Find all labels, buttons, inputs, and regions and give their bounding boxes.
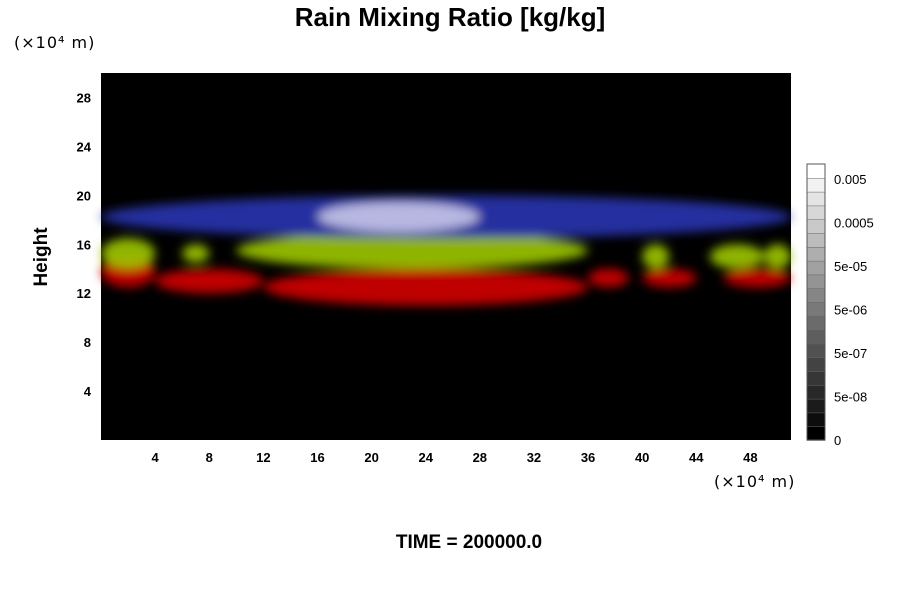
colorbar-step — [806, 301, 826, 317]
chart-title: Rain Mixing Ratio [kg/kg] — [294, 2, 606, 32]
x-tick-label: 24 — [418, 450, 433, 465]
y-tick-label: 16 — [77, 237, 91, 252]
y-tick-label: 20 — [77, 188, 91, 203]
x-axis-unit: (×10⁴ m) — [714, 472, 796, 491]
colorbar-step — [806, 287, 826, 303]
heatmap-region-yellow-green — [182, 244, 210, 263]
colorbar-step — [806, 356, 826, 372]
colorbar-step — [806, 232, 826, 248]
colorbar-step — [806, 425, 826, 441]
y-axis-ticks: 4 8 12 16 20 24 28 — [77, 90, 92, 399]
x-tick-label: 44 — [689, 450, 704, 465]
colorbar-step — [806, 412, 826, 427]
colorbar-step — [806, 191, 826, 207]
colorbar-label: 5e-07 — [834, 346, 867, 361]
colorbar-step — [806, 218, 826, 234]
x-tick-label: 32 — [527, 450, 541, 465]
colorbar-step — [806, 246, 826, 262]
heatmap-region-yellow-green — [101, 238, 156, 269]
colorbar-step — [806, 177, 826, 193]
x-axis-ticks: 4 8 12 16 20 24 28 32 36 40 44 48 — [152, 450, 758, 465]
colorbar-step — [806, 163, 826, 179]
x-tick-label: 12 — [256, 450, 270, 465]
heatmap-region-yellow-green — [642, 244, 670, 269]
time-annotation: TIME = 200000.0 — [395, 532, 543, 553]
y-axis-unit: (×10⁴ m) — [14, 33, 96, 52]
x-tick-label: 20 — [364, 450, 378, 465]
colorbar-label: 0.005 — [834, 172, 867, 187]
heatmap-region-red — [642, 268, 697, 288]
x-tick-label: 40 — [635, 450, 649, 465]
x-tick-label: 8 — [206, 450, 213, 465]
colorbar: 0.005 0.0005 5e-05 5e-06 5e-07 5e-08 0 — [806, 163, 874, 448]
colorbar-step — [806, 370, 826, 386]
colorbar-step — [806, 329, 826, 345]
y-tick-label: 8 — [84, 335, 91, 350]
colorbar-step — [806, 274, 826, 289]
heatmap-region-yellow-green — [236, 232, 589, 269]
heatmap-region-yellow-green — [763, 244, 791, 269]
colorbar-label: 0.0005 — [834, 216, 874, 231]
x-tick-label: 16 — [310, 450, 324, 465]
colorbar-label: 5e-05 — [834, 259, 867, 274]
colorbar-frame — [806, 163, 826, 441]
heatmap-layers — [101, 195, 791, 306]
colorbar-step — [806, 343, 826, 358]
heatmap-region-red — [723, 268, 791, 288]
x-tick-label: 4 — [152, 450, 160, 465]
heatmap-region-white-lavender — [317, 201, 480, 233]
colorbar-step — [806, 205, 826, 220]
y-tick-label: 12 — [77, 286, 91, 301]
colorbar-step — [806, 315, 826, 331]
heatmap-region-yellow-green — [709, 244, 764, 269]
y-tick-label: 28 — [77, 90, 91, 105]
x-tick-label: 36 — [581, 450, 595, 465]
colorbar-step — [806, 398, 826, 414]
colorbar-label: 5e-06 — [834, 303, 867, 318]
colorbar-step — [806, 384, 826, 400]
x-tick-label: 48 — [743, 450, 757, 465]
colorbar-step — [806, 260, 826, 276]
x-tick-label: 28 — [473, 450, 487, 465]
colorbar-label: 0 — [834, 433, 841, 448]
heatmap-region-red — [588, 268, 629, 288]
heatmap-region-red — [263, 268, 589, 306]
y-tick-label: 24 — [77, 139, 92, 154]
heatmap-region-red — [155, 268, 264, 294]
y-tick-label: 4 — [84, 384, 92, 399]
colorbar-label: 5e-08 — [834, 390, 867, 405]
